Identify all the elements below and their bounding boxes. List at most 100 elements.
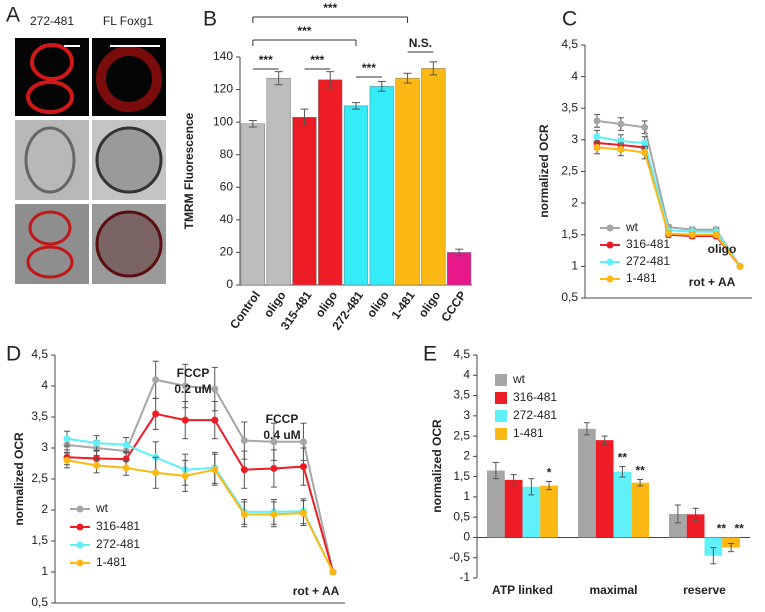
data-point xyxy=(688,231,696,239)
x-tick-label: Control xyxy=(227,289,263,332)
series-line xyxy=(66,412,334,573)
data-point xyxy=(152,469,160,477)
bar xyxy=(487,470,505,538)
data-point xyxy=(240,510,248,518)
y-tick-label: 4,5 xyxy=(453,347,470,361)
y-tick-label: 0,5 xyxy=(453,509,470,523)
legend-marker xyxy=(76,505,84,513)
image-panel: A 272-481 FL Foxg1 xyxy=(6,4,166,284)
y-tick-label: 2,5 xyxy=(453,428,470,442)
y-tick-label: 60 xyxy=(220,179,234,193)
data-point xyxy=(617,145,625,153)
column-label: 272-481 xyxy=(30,14,74,28)
significance-label: *** xyxy=(362,61,376,75)
y-tick-label: 4,5 xyxy=(561,37,578,51)
y-tick-label: 3,5 xyxy=(31,409,48,423)
data-point xyxy=(593,133,601,141)
significance-label: *** xyxy=(297,24,311,38)
panel-label: C xyxy=(562,8,577,31)
cell-outline xyxy=(95,126,163,194)
cell-outline xyxy=(26,80,74,114)
cell-outline xyxy=(96,46,162,112)
bar xyxy=(421,68,446,286)
panel-label: D xyxy=(6,343,21,366)
data-point xyxy=(122,464,130,472)
y-tick-label: 0,5 xyxy=(31,595,48,609)
significance-label: *** xyxy=(323,1,337,15)
cell-outline xyxy=(95,210,163,278)
legend-swatch xyxy=(495,374,507,386)
bar xyxy=(266,77,291,286)
x-tick-label: ATP linked xyxy=(492,583,553,597)
y-tick-label: 3 xyxy=(41,440,48,454)
x-tick-label: CCCP xyxy=(438,289,469,325)
data-point xyxy=(299,438,307,446)
significance-label: N.S. xyxy=(409,36,432,50)
significance-label: ** xyxy=(734,522,744,536)
data-point xyxy=(665,229,672,237)
legend-label: 316-481 xyxy=(513,390,557,404)
data-point xyxy=(93,461,101,469)
legend-marker xyxy=(76,559,84,567)
data-point xyxy=(593,143,601,151)
legend-marker xyxy=(76,541,84,549)
significance-label: ** xyxy=(717,522,727,536)
y-tick-label: 2 xyxy=(571,195,578,209)
cell-outline xyxy=(28,210,72,246)
y-tick-label: 4,5 xyxy=(31,347,48,361)
series-line xyxy=(66,378,334,573)
y-tick-label: 3,5 xyxy=(561,100,578,114)
significance-label: *** xyxy=(259,53,273,67)
legend-marker xyxy=(606,275,614,283)
y-tick-label: 80 xyxy=(220,147,234,161)
y-tick-label: 2 xyxy=(463,449,470,463)
data-point xyxy=(641,149,649,157)
legend-swatch xyxy=(495,392,507,404)
legend-marker xyxy=(606,241,614,249)
annotation: FCCP xyxy=(177,366,210,380)
legend-swatch xyxy=(495,410,507,422)
significance-label: ** xyxy=(635,464,645,478)
y-tick-label: 0 xyxy=(463,530,470,544)
bar xyxy=(613,471,632,538)
legend-label: 272-481 xyxy=(96,537,140,551)
legend-label: wt xyxy=(95,501,109,515)
significance-label: *** xyxy=(310,53,324,67)
legend-swatch xyxy=(495,428,507,440)
data-point xyxy=(93,439,101,447)
series-line xyxy=(66,437,334,573)
x-tick-label: oligo xyxy=(364,289,392,321)
bar xyxy=(704,537,723,556)
column-label: FL Foxg1 xyxy=(103,14,154,28)
data-point xyxy=(641,123,649,131)
significance-label: ** xyxy=(618,451,628,465)
cell-outline xyxy=(30,43,74,81)
y-tick-label: 3 xyxy=(463,408,470,422)
bar xyxy=(595,440,614,538)
panel-label: B xyxy=(203,8,217,31)
annotation: 0.2 uM xyxy=(174,382,211,396)
annotation: rot + AA xyxy=(293,584,340,598)
bar xyxy=(722,537,740,548)
legend-marker xyxy=(76,523,84,531)
bar xyxy=(686,514,705,538)
bar xyxy=(395,77,420,286)
y-tick-label: 4 xyxy=(41,378,48,392)
cell-outline xyxy=(24,126,76,194)
legend-label: 1-481 xyxy=(96,555,127,569)
y-axis-label: TMRM Fluorescence xyxy=(182,112,196,229)
bar xyxy=(669,513,687,538)
bar xyxy=(369,86,394,286)
data-point xyxy=(270,438,278,446)
bar xyxy=(447,252,472,286)
annotation: oligo xyxy=(708,242,737,256)
panel-label: E xyxy=(423,343,437,366)
y-tick-label: 1 xyxy=(41,564,48,578)
data-point xyxy=(122,441,130,449)
data-point xyxy=(211,385,219,393)
y-tick-label: 140 xyxy=(213,49,233,63)
y-tick-label: 4 xyxy=(463,367,470,381)
legend-marker xyxy=(606,258,614,266)
legend-label: 1-481 xyxy=(626,271,657,285)
